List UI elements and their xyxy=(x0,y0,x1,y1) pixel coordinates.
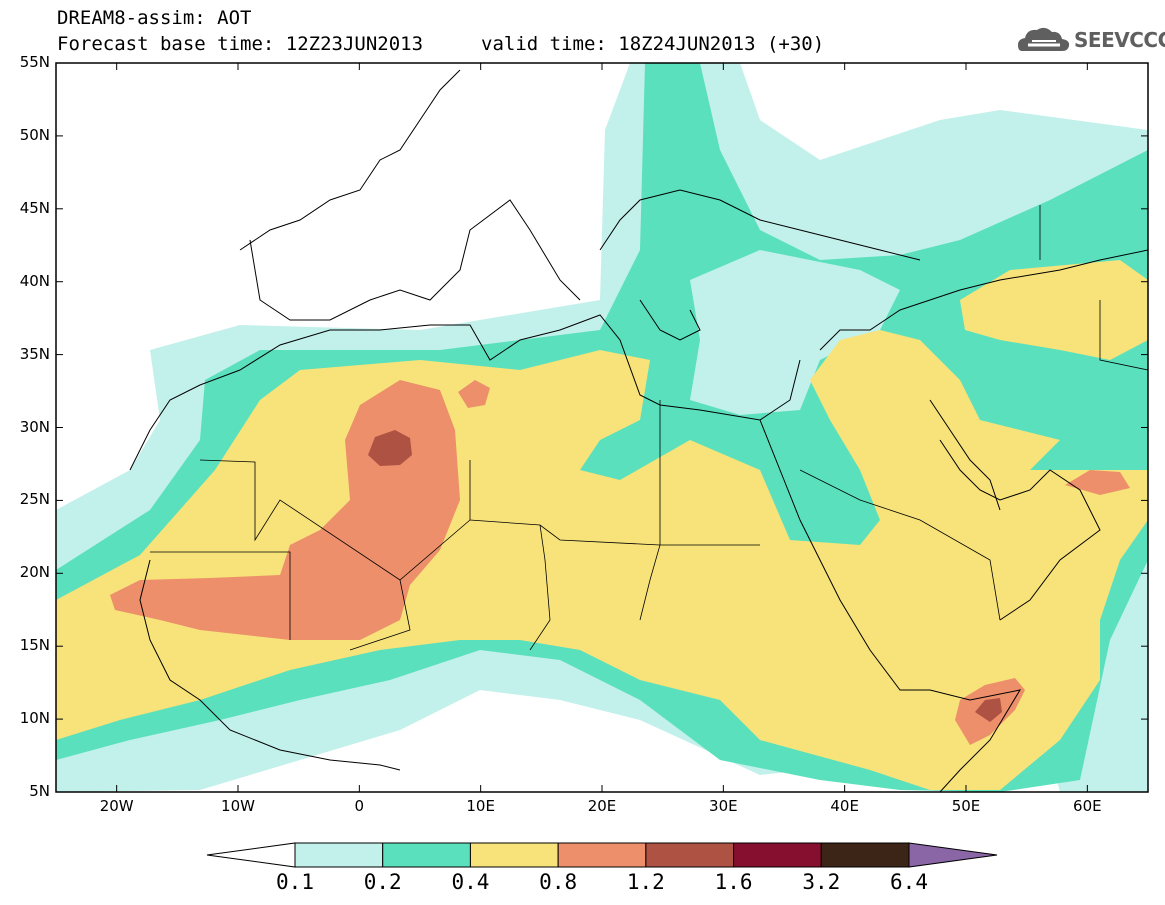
lat-tick-label: 15N xyxy=(19,636,50,655)
aot-fields xyxy=(56,63,1148,792)
lat-tick-label: 50N xyxy=(19,125,50,144)
lon-tick-label: 10E xyxy=(466,797,495,815)
lat-tick-label: 45N xyxy=(19,198,50,217)
cloud-logo-icon xyxy=(1018,27,1070,51)
colorbar-level-label: 1.2 xyxy=(626,870,665,894)
lat-tick-label: 10N xyxy=(19,709,50,728)
lat-tick-label: 20N xyxy=(19,563,50,582)
lon-tick-label: 20E xyxy=(587,797,617,815)
colorbar-level-label: 3.2 xyxy=(802,870,841,894)
colorbar xyxy=(206,842,998,868)
forecast-base-time: Forecast base time: 12Z23JUN2013 xyxy=(57,33,424,55)
lon-tick-label: 50E xyxy=(951,797,981,815)
lat-tick-label: 30N xyxy=(19,417,50,436)
lon-tick-label: 10W xyxy=(221,797,255,815)
colorbar-level-label: 0.8 xyxy=(539,870,578,894)
coastlines xyxy=(129,69,1148,792)
aot-patch-tunisia xyxy=(458,380,490,408)
lat-tick-label: 25N xyxy=(19,490,50,509)
aot-band-1.2-somalia xyxy=(975,698,1002,722)
lon-tick-label: 0 xyxy=(354,797,365,815)
lat-tick-label: 55N xyxy=(19,53,50,71)
colorbar-arrow-low xyxy=(206,842,296,868)
lon-tick-label: 30E xyxy=(709,797,738,815)
logo-text: SEEVCCC xyxy=(1074,28,1165,52)
axis-ticks xyxy=(56,62,1148,793)
colorbar-level-label: 6.4 xyxy=(890,870,928,894)
colorbar-level-label: 1.6 xyxy=(714,870,753,894)
aot-patch-emed xyxy=(690,250,900,415)
lon-tick-label: 60E xyxy=(1073,797,1102,815)
aot-band-0.4-east xyxy=(960,260,1148,360)
lat-tick-label: 40N xyxy=(19,271,50,290)
aot-band-1.2 xyxy=(368,430,412,466)
aot-patch-iran xyxy=(1065,470,1130,495)
lat-tick-label: 5N xyxy=(29,782,50,800)
colorbar-box xyxy=(645,842,735,868)
map-title: DREAM8-assim: AOT xyxy=(57,7,252,29)
lat-tick-label: 35N xyxy=(19,344,50,363)
aot-band-0.4 xyxy=(56,330,1148,790)
colorbar-level-label: 0.2 xyxy=(363,870,402,894)
colorbar-level-label: 0.4 xyxy=(451,870,490,894)
lon-tick-label: 20W xyxy=(99,797,134,815)
borders xyxy=(150,205,1148,651)
colorbar-box xyxy=(294,842,384,868)
colorbar-level-label: 0.1 xyxy=(276,870,314,894)
colorbar-box xyxy=(557,842,647,868)
colorbar-box xyxy=(733,842,822,868)
valid-time: valid time: 18Z24JUN2013 (+30) xyxy=(481,33,825,55)
lon-tick-label: 40E xyxy=(830,797,859,815)
colorbar-box xyxy=(820,842,910,868)
colorbar-box xyxy=(382,842,471,868)
colorbar-box xyxy=(469,842,559,868)
colorbar-arrow-high xyxy=(908,842,998,868)
